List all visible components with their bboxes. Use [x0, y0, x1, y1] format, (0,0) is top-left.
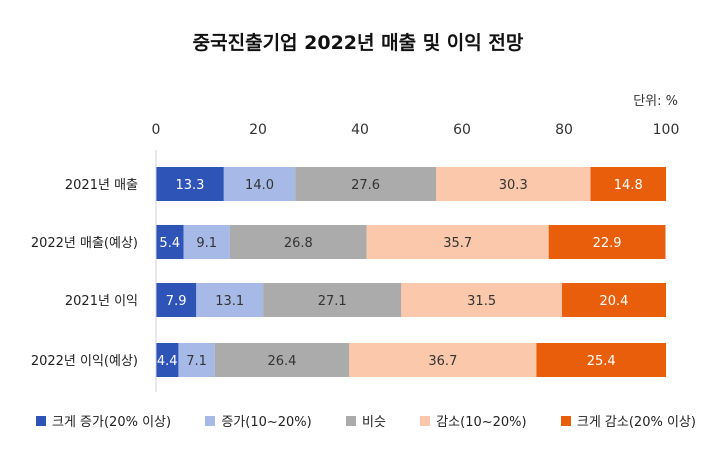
x-tick-label: 0: [152, 122, 161, 138]
data-label: 7.1: [186, 354, 207, 369]
category-label: 2022년 매출(예상): [31, 236, 138, 251]
legend-label: 증가(10~20%): [221, 415, 312, 430]
category-label: 2021년 이익: [65, 294, 138, 309]
data-label: 35.7: [443, 236, 472, 251]
data-label: 4.4: [157, 354, 178, 369]
bar-segment: [196, 283, 264, 317]
unit-label: 단위: %: [633, 94, 678, 109]
legend-item: 증가(10~20%): [205, 411, 312, 430]
x-tick-label: 100: [653, 122, 680, 138]
legend-label: 크게 증가(20% 이상): [52, 415, 172, 430]
data-label: 14.0: [245, 178, 274, 193]
bar-segment: [401, 283, 562, 317]
legend-item: 크게 감소(20% 이상): [560, 411, 696, 430]
legend-item: 감소(10~20%): [420, 411, 527, 430]
bar-segment: [156, 167, 224, 201]
data-label: 13.1: [215, 294, 244, 309]
legend-item: 크게 증가(20% 이상): [36, 411, 171, 430]
data-label: 27.6: [351, 178, 380, 193]
bar-segment: [156, 283, 197, 317]
data-label: 14.8: [614, 178, 643, 193]
category-label: 2021년 매출: [65, 178, 138, 193]
legend-label: 비슷: [362, 415, 386, 430]
x-tick-label: 60: [453, 122, 471, 138]
data-label: 31.5: [467, 294, 496, 309]
data-label: 5.4: [159, 236, 180, 251]
bar-segment: [156, 343, 179, 377]
bar-segment: [178, 343, 215, 377]
legend-swatch: [420, 415, 431, 426]
bar-segment: [214, 343, 350, 377]
bar-segment: [435, 167, 591, 201]
category-label: 2022년 이익(예상): [31, 354, 138, 369]
x-tick-label: 40: [351, 122, 369, 138]
bar-segment: [156, 225, 184, 259]
data-label: 9.1: [196, 236, 217, 251]
bar-segment: [349, 343, 537, 377]
data-label: 25.4: [587, 354, 616, 369]
chart-title: 중국진출기업 2022년 매출 및 이익 전망: [192, 32, 524, 54]
bar-segment: [223, 167, 296, 201]
x-tick-label: 80: [555, 122, 573, 138]
bar-segment: [295, 167, 436, 201]
data-label: 22.9: [593, 236, 622, 251]
legend: 크게 증가(20% 이상) 증가(10~20%) 비슷 감소(10~20%) 크게 감소…: [36, 411, 696, 430]
legend-label: 감소(10~20%): [436, 415, 527, 430]
data-label: 13.3: [175, 178, 204, 193]
bar-segment: [366, 225, 549, 259]
data-label: 36.7: [428, 354, 457, 369]
bar-segment: [561, 283, 666, 317]
bar-segment: [263, 283, 402, 317]
legend-item: 비슷: [346, 411, 386, 430]
data-label: 27.1: [318, 294, 347, 309]
data-label: 7.9: [166, 294, 187, 309]
bar-segment: [536, 343, 666, 377]
bar-segment: [229, 225, 367, 259]
legend-swatch: [560, 415, 571, 426]
legend-label: 크게 감소(20% 이상): [576, 415, 696, 430]
legend-swatch: [346, 415, 357, 426]
data-label: 26.4: [267, 354, 296, 369]
data-label: 30.3: [499, 178, 528, 193]
bar-segment: [590, 167, 666, 201]
legend-swatch: [205, 415, 216, 426]
legend-swatch: [36, 415, 46, 426]
bar-segment: [548, 225, 666, 259]
x-tick-label: 20: [249, 122, 267, 138]
data-label: 26.8: [284, 236, 313, 251]
data-label: 20.4: [600, 294, 629, 309]
bar-segment: [183, 225, 230, 259]
